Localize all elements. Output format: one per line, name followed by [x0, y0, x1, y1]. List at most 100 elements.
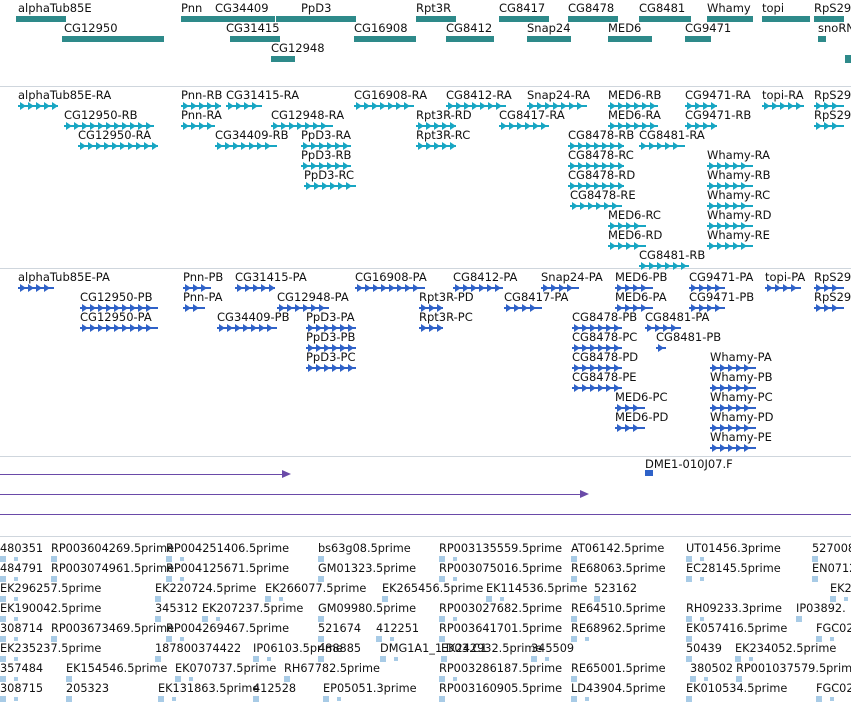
est-marker[interactable]: [318, 636, 324, 642]
protein-feature-pnn-pa[interactable]: [183, 304, 205, 312]
est-marker[interactable]: [216, 617, 220, 621]
protein-feature-alphatub85e-pa[interactable]: [18, 284, 54, 292]
est-label[interactable]: RP003604269.5prime: [51, 542, 175, 555]
gene-label-med6[interactable]: MED6: [608, 21, 642, 35]
est-marker[interactable]: [0, 556, 6, 562]
est-marker[interactable]: [812, 576, 818, 582]
est-marker[interactable]: [14, 637, 18, 641]
transcript-label-cg9471-rb[interactable]: CG9471-RB: [685, 108, 752, 122]
transcript-label-snap24-ra[interactable]: Snap24-RA: [527, 88, 591, 102]
gene-feature-cg9471[interactable]: [685, 36, 711, 42]
est-marker[interactable]: [796, 616, 802, 622]
est-marker[interactable]: [66, 676, 72, 682]
est-marker[interactable]: [155, 616, 161, 622]
protein-label-rps29[interactable]: RpS29: [814, 270, 851, 284]
est-label[interactable]: 523162: [594, 582, 638, 595]
est-label[interactable]: RP004251406.5prime: [166, 542, 290, 555]
est-label[interactable]: RE68063.5prime: [571, 562, 666, 575]
est-marker[interactable]: [571, 616, 577, 622]
protein-feature-cg9471-pb[interactable]: [689, 304, 725, 312]
est-label[interactable]: FGC02: [816, 682, 851, 695]
est-marker[interactable]: [337, 697, 341, 701]
est-marker[interactable]: [453, 577, 457, 581]
protein-label-cg16908-pa[interactable]: CG16908-PA: [355, 270, 427, 284]
transcript-label-cg34409-rb[interactable]: CG34409-RB: [215, 128, 289, 142]
est-marker[interactable]: [376, 636, 382, 642]
transcript-feature-topi-ra[interactable]: [762, 102, 804, 110]
protein-feature-cg8478-pe[interactable]: [572, 384, 622, 392]
est-label[interactable]: 380502: [690, 662, 734, 675]
protein-feature-cg12948-pa[interactable]: [277, 304, 329, 312]
gene-feature-snap24[interactable]: [527, 36, 571, 42]
protein-label-whamy-pe[interactable]: Whamy-PE: [710, 430, 772, 444]
est-label[interactable]: EK265456.5prime: [382, 582, 484, 595]
transcript-feature-cg12950-ra[interactable]: [78, 142, 158, 150]
protein-label-cg8478-pe[interactable]: CG8478-PE: [572, 370, 637, 384]
est-label[interactable]: 345509: [531, 642, 575, 655]
est-marker[interactable]: [749, 657, 753, 661]
est-marker[interactable]: [0, 656, 6, 662]
transcript-feature-cg12948-ra[interactable]: [271, 122, 333, 130]
est-marker[interactable]: [14, 677, 18, 681]
protein-feature-whamy-pc[interactable]: [710, 404, 756, 412]
est-label[interactable]: RP003286187.5prime: [439, 662, 563, 675]
est-label[interactable]: AT06142.5prime: [571, 542, 665, 555]
est-label[interactable]: RP003641701.5prime: [439, 622, 563, 635]
est-marker[interactable]: [51, 576, 57, 582]
gene-label-alphatub85e[interactable]: alphaTub85E: [18, 1, 92, 15]
protein-label-cg8412-pa[interactable]: CG8412-PA: [453, 270, 518, 284]
gene-feature-cg8412[interactable]: [446, 36, 494, 42]
est-marker[interactable]: [571, 556, 577, 562]
protein-feature-rpt3r-pd[interactable]: [419, 304, 443, 312]
est-marker[interactable]: [180, 557, 184, 561]
transcript-label-alphatub85e-ra[interactable]: alphaTub85E-RA: [18, 88, 112, 102]
protein-label-cg8478-pc[interactable]: CG8478-PC: [572, 330, 638, 344]
est-label[interactable]: EK070737.5prime: [175, 662, 277, 675]
gene-feature-pnn[interactable]: [181, 16, 215, 22]
est-label[interactable]: RE64510.5prime: [571, 602, 666, 615]
transcript-label-cg8417-ra[interactable]: CG8417-RA: [499, 108, 565, 122]
est-marker[interactable]: [267, 657, 271, 661]
est-marker[interactable]: [585, 697, 589, 701]
est-marker[interactable]: [279, 597, 283, 601]
protein-label-cg8417-pa[interactable]: CG8417-PA: [504, 290, 569, 304]
est-label[interactable]: EK190042.5prime: [0, 602, 102, 615]
est-marker[interactable]: [704, 677, 708, 681]
protein-label-cg34409-pb[interactable]: CG34409-PB: [217, 310, 290, 324]
gene-feature-cg8417[interactable]: [499, 16, 549, 22]
est-marker[interactable]: [318, 656, 324, 662]
est-marker[interactable]: [486, 596, 492, 602]
protein-label-ppd3-pb[interactable]: PpD3-PB: [306, 330, 356, 344]
alignment-line-2[interactable]: [0, 494, 580, 495]
est-marker[interactable]: [735, 656, 741, 662]
est-marker[interactable]: [155, 596, 161, 602]
est-label[interactable]: UT01456.3prime: [686, 542, 781, 555]
protein-label-med6-pb[interactable]: MED6-PB: [615, 270, 668, 284]
est-label[interactable]: RP003075016.5prime: [439, 562, 563, 575]
protein-label-snap24-pa[interactable]: Snap24-PA: [541, 270, 603, 284]
gene-feature-topi[interactable]: [762, 16, 810, 22]
est-label[interactable]: EP05051.3prime: [323, 682, 417, 695]
gene-feature-rps29[interactable]: [814, 16, 844, 22]
est-marker[interactable]: [571, 636, 577, 642]
est-marker[interactable]: [189, 677, 193, 681]
est-marker[interactable]: [686, 576, 692, 582]
est-label[interactable]: EC28145.5prime: [686, 562, 781, 575]
gene-label-cg9471[interactable]: CG9471: [685, 21, 732, 35]
est-marker[interactable]: [594, 596, 600, 602]
est-marker[interactable]: [453, 617, 457, 621]
est-marker[interactable]: [571, 576, 577, 582]
gene-label-whamy[interactable]: Whamy: [707, 1, 751, 15]
protein-label-med6-pd[interactable]: MED6-PD: [615, 410, 669, 424]
est-label[interactable]: GM01323.5prime: [318, 562, 417, 575]
protein-label-rpt3r-pc[interactable]: Rpt3R-PC: [419, 310, 473, 324]
est-marker[interactable]: [439, 616, 445, 622]
est-label[interactable]: 205323: [66, 682, 110, 695]
protein-feature-rps29[interactable]: [814, 284, 844, 292]
gene-label-rpt3r[interactable]: Rpt3R: [416, 1, 452, 15]
est-marker[interactable]: [14, 657, 18, 661]
protein-feature-pnn-pb[interactable]: [183, 284, 211, 292]
transcript-feature-cg8417-ra[interactable]: [499, 122, 549, 130]
transcript-label-whamy-rb[interactable]: Whamy-RB: [707, 168, 771, 182]
est-label[interactable]: EK242932.5prime: [441, 642, 543, 655]
